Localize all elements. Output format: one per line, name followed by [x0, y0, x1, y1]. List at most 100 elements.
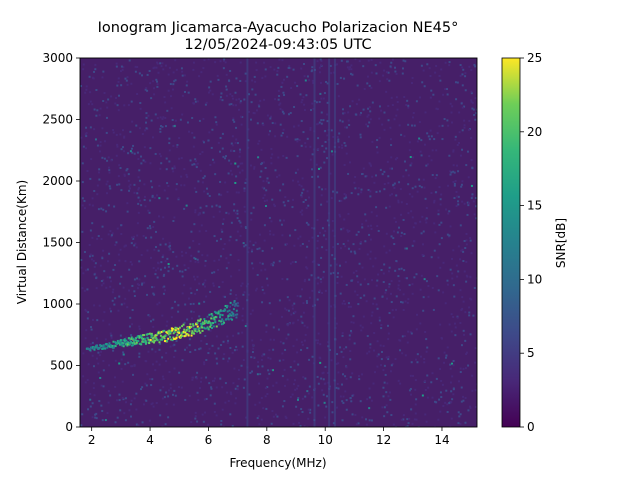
noise-pixel: [130, 334, 133, 337]
noise-pixel: [225, 73, 228, 76]
noise-pixel: [380, 327, 383, 330]
noise-pixel: [263, 239, 266, 242]
noise-pixel: [359, 113, 362, 116]
noise-pixel: [367, 283, 370, 286]
noise-pixel: [320, 256, 323, 259]
noise-pixel: [288, 234, 291, 237]
noise-pixel: [81, 197, 84, 200]
noise-pixel: [424, 379, 427, 382]
noise-pixel: [341, 334, 344, 337]
noise-pixel: [332, 422, 335, 425]
noise-pixel: [158, 348, 161, 351]
noise-pixel: [255, 61, 258, 64]
noise-pixel: [347, 172, 350, 175]
noise-pixel: [335, 406, 338, 409]
noise-pixel: [399, 288, 402, 291]
noise-pixel: [340, 199, 343, 202]
noise-pixel: [378, 319, 381, 322]
noise-pixel: [234, 181, 237, 184]
noise-pixel: [120, 303, 123, 306]
noise-pixel: [350, 192, 353, 195]
noise-pixel: [169, 387, 172, 390]
trace-point: [218, 319, 221, 322]
noise-pixel: [266, 377, 269, 380]
noise-pixel: [373, 297, 376, 300]
noise-pixel: [197, 399, 200, 402]
noise-pixel: [357, 422, 360, 425]
trace-point: [200, 322, 203, 325]
noise-pixel: [369, 195, 372, 198]
noise-pixel: [109, 276, 112, 279]
noise-pixel: [401, 301, 404, 304]
x-tick-label: 4: [146, 433, 154, 447]
noise-pixel: [211, 205, 214, 208]
noise-pixel: [307, 408, 310, 411]
noise-pixel: [229, 292, 232, 295]
noise-pixel: [456, 275, 459, 278]
noise-pixel: [144, 236, 147, 239]
noise-pixel: [168, 248, 171, 251]
noise-pixel: [252, 343, 255, 346]
y-tick-label: 1500: [42, 236, 73, 250]
noise-pixel: [279, 219, 282, 222]
noise-pixel: [429, 129, 432, 132]
noise-pixel: [212, 215, 215, 218]
noise-pixel: [348, 334, 351, 337]
noise-pixel: [316, 60, 319, 63]
noise-pixel: [228, 239, 231, 242]
noise-pixel: [96, 319, 99, 322]
noise-pixel: [82, 145, 85, 148]
noise-pixel: [272, 415, 275, 418]
noise-pixel: [301, 410, 304, 413]
trace-point: [215, 311, 218, 314]
noise-pixel: [264, 166, 267, 169]
noise-pixel: [423, 186, 426, 189]
noise-pixel: [368, 419, 371, 422]
noise-pixel: [336, 275, 339, 278]
noise-pixel: [136, 287, 139, 290]
noise-pixel: [219, 238, 222, 241]
noise-pixel: [412, 156, 415, 159]
noise-pixel: [124, 77, 127, 80]
noise-pixel: [263, 61, 266, 64]
noise-pixel: [424, 388, 427, 391]
noise-pixel: [185, 173, 188, 176]
noise-pixel: [469, 239, 472, 242]
trace-point: [139, 334, 142, 337]
noise-pixel: [251, 262, 254, 265]
noise-pixel: [230, 393, 233, 396]
noise-pixel: [90, 326, 93, 329]
noise-pixel: [110, 234, 113, 237]
trace-point: [198, 327, 201, 330]
trace-point: [127, 343, 130, 346]
noise-pixel: [107, 166, 110, 169]
noise-pixel: [284, 307, 287, 310]
colorbar-tick-label: 25: [527, 51, 542, 65]
noise-pixel: [381, 406, 384, 409]
trace-point: [207, 328, 210, 331]
trace-point: [230, 314, 233, 317]
noise-pixel: [83, 289, 86, 292]
noise-pixel: [293, 383, 296, 386]
noise-pixel: [407, 330, 410, 333]
trace-point: [128, 342, 131, 345]
noise-pixel: [92, 365, 95, 368]
noise-pixel: [255, 287, 258, 290]
noise-pixel: [372, 265, 375, 268]
noise-pixel: [458, 258, 461, 261]
noise-pixel: [356, 281, 359, 284]
noise-pixel: [130, 415, 133, 418]
noise-pixel: [448, 234, 451, 237]
noise-pixel: [92, 259, 95, 262]
noise-pixel: [221, 230, 224, 233]
noise-pixel: [303, 324, 306, 327]
noise-pixel: [365, 423, 368, 426]
noise-pixel: [461, 66, 464, 69]
noise-pixel: [386, 297, 389, 300]
noise-pixel: [306, 267, 309, 270]
noise-pixel: [263, 353, 266, 356]
noise-pixel: [335, 362, 338, 365]
noise-pixel: [400, 301, 403, 304]
noise-pixel: [149, 199, 152, 202]
noise-pixel: [470, 100, 473, 103]
